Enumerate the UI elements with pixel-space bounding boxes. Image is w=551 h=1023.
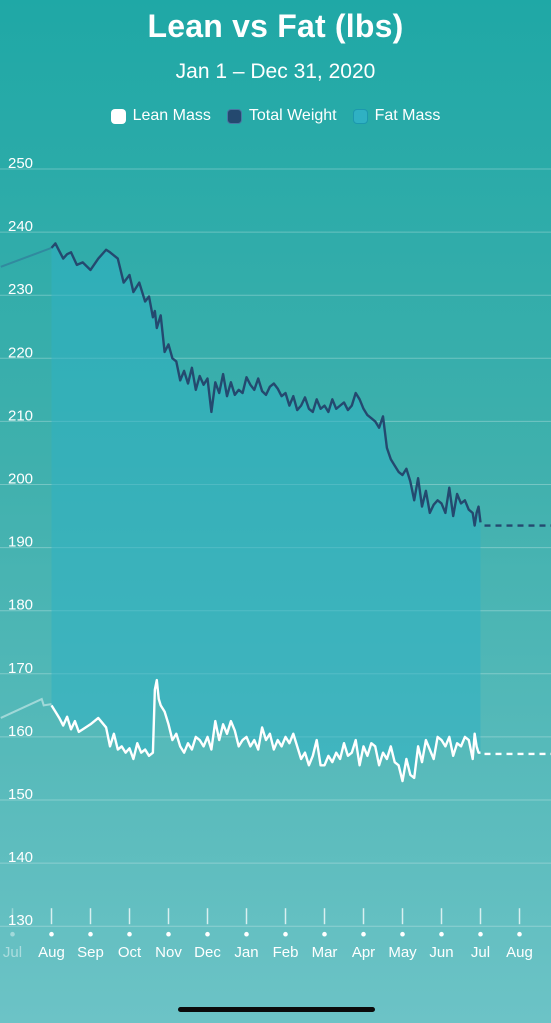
y-tick-label: 180 (8, 597, 33, 614)
x-tick-label: Jul (471, 944, 490, 961)
legend-item-fat-mass[interactable]: Fat Mass (352, 107, 441, 125)
x-tick-label: Jul (3, 944, 22, 961)
total-weight-swatch-icon (226, 108, 242, 124)
x-tick-label: Feb (273, 944, 299, 961)
y-tick-label: 240 (8, 218, 33, 235)
y-tick-label: 200 (8, 471, 33, 488)
x-tick-label: Jun (429, 944, 453, 961)
y-tick-label: 190 (8, 534, 33, 551)
x-tick-dot (517, 931, 522, 937)
y-tick-label: 250 (8, 155, 33, 172)
x-tick-dot (322, 931, 327, 937)
x-tick-label: Mar (312, 944, 338, 961)
x-tick-dot (10, 931, 15, 937)
legend-label: Lean Mass (132, 107, 211, 124)
chart-title: Lean vs Fat (lbs) (147, 8, 404, 44)
x-tick-dot (283, 931, 288, 937)
total-weight-prev-line (0, 246, 52, 268)
fat-mass-area (51, 243, 481, 782)
x-tick-label: Aug (506, 944, 533, 961)
legend-label: Fat Mass (374, 107, 441, 124)
x-tick-dot (49, 931, 54, 937)
x-tick-label: May (388, 944, 417, 961)
x-tick-dot (439, 931, 444, 937)
x-tick-dot (205, 931, 210, 937)
chart-legend: Lean Mass Total Weight Fat Mass (0, 107, 551, 125)
y-tick-label: 150 (8, 786, 33, 803)
y-tick-label: 160 (8, 723, 33, 740)
y-tick-label: 170 (8, 660, 33, 677)
x-tick-label: Apr (352, 944, 375, 961)
date-range-subtitle: Jan 1 – Dec 31, 2020 (175, 60, 376, 83)
x-tick-label: Aug (38, 944, 65, 961)
x-tick-label: Sep (77, 944, 104, 961)
x-tick-label: Dec (194, 944, 221, 961)
x-tick-dot (400, 931, 405, 937)
y-tick-label: 220 (8, 344, 33, 361)
fat-mass-swatch-icon (352, 108, 368, 124)
lean-mass-line (50, 678, 481, 783)
x-tick-dot (361, 931, 366, 937)
legend-label: Total Weight (248, 107, 337, 124)
legend-item-lean-mass[interactable]: Lean Mass (110, 107, 211, 125)
home-indicator (178, 1007, 375, 1012)
x-tick-label: Nov (155, 944, 182, 961)
x-tick-dot (166, 931, 171, 937)
y-tick-label: 130 (8, 912, 33, 929)
y-tick-label: 230 (8, 281, 33, 298)
x-tick-dot (88, 931, 93, 937)
x-tick-dot (127, 931, 132, 937)
legend-item-total-weight[interactable]: Total Weight (226, 107, 337, 125)
lean-mass-prev-line (0, 697, 52, 719)
total-weight-line (50, 242, 482, 527)
x-tick-label: Jan (234, 944, 258, 961)
x-tick-dot (244, 931, 249, 937)
lean-mass-swatch-icon (110, 108, 126, 124)
y-tick-label: 140 (8, 849, 33, 866)
y-tick-label: 210 (8, 407, 33, 424)
x-tick-dot (478, 931, 483, 937)
x-tick-label: Oct (118, 944, 142, 961)
